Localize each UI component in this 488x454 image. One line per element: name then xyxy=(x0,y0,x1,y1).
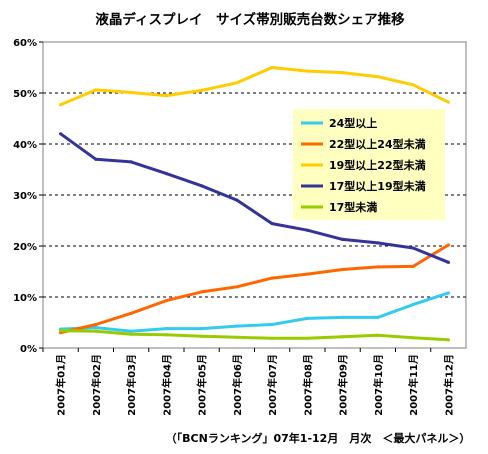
y-tick-label: 20% xyxy=(13,242,37,253)
series-line xyxy=(60,291,449,333)
data-point xyxy=(200,290,204,294)
x-tick-label: 2007年09月 xyxy=(337,354,350,416)
data-point xyxy=(341,237,345,241)
data-point xyxy=(341,267,345,272)
x-tick-label: 2007年02月 xyxy=(90,354,103,416)
y-tick-label: 50% xyxy=(13,89,37,100)
x-tick-label: 2007年01月 xyxy=(55,354,68,416)
data-point xyxy=(200,88,204,93)
chart-footer: （「BCNランキング」07年1-12月 月次 ＜最大パネル＞） xyxy=(166,431,471,445)
data-point xyxy=(411,303,415,307)
data-point xyxy=(341,71,345,75)
series-line xyxy=(60,243,450,335)
data-point xyxy=(270,221,274,226)
data-point xyxy=(59,329,63,333)
legend-label: 17型未満 xyxy=(329,200,377,214)
data-point xyxy=(129,160,133,164)
data-point xyxy=(305,316,309,321)
x-tick-label: 2007年07月 xyxy=(266,354,279,416)
x-tick-label: 2007年04月 xyxy=(160,354,173,416)
data-point xyxy=(59,132,63,136)
grid-lines xyxy=(43,92,466,298)
data-point xyxy=(411,264,415,268)
data-point xyxy=(129,90,133,95)
y-tick-label: 30% xyxy=(13,191,37,202)
data-point xyxy=(200,327,204,331)
data-point xyxy=(59,103,63,107)
data-point xyxy=(376,333,380,337)
y-axis-ticks: 0% 10% 20% 30% 40% 50% 60% xyxy=(13,38,43,355)
data-point xyxy=(235,81,239,85)
data-point xyxy=(164,327,168,331)
data-point xyxy=(411,246,415,250)
data-point xyxy=(341,335,345,339)
data-point xyxy=(235,198,239,202)
x-axis-ticks: 2007年01月 2007年02月 2007年03月 2007年04月 2007年05月… xyxy=(42,348,455,416)
x-tick-label: 2007年03月 xyxy=(125,354,138,416)
y-tick-label: 0% xyxy=(20,344,37,355)
legend: 24型以上 22型以上24型未満 19型以上22型未満 17型以上19型未満 17型未満 xyxy=(293,109,445,220)
data-point xyxy=(94,326,98,330)
x-tick-label: 2007年11月 xyxy=(407,354,420,416)
data-point xyxy=(446,291,450,295)
data-point xyxy=(270,336,274,340)
data-point xyxy=(446,100,450,104)
data-point xyxy=(94,157,98,161)
data-point xyxy=(305,272,309,276)
data-point xyxy=(411,336,415,340)
y-tick-label: 40% xyxy=(13,140,37,151)
data-point xyxy=(446,243,450,247)
data-point xyxy=(94,329,98,333)
y-tick-label: 10% xyxy=(13,293,37,304)
data-point xyxy=(305,336,309,340)
data-point xyxy=(446,260,450,264)
data-point xyxy=(411,83,415,87)
data-point xyxy=(94,322,98,327)
data-point xyxy=(376,265,380,269)
x-tick-label: 2007年08月 xyxy=(301,354,314,416)
data-point xyxy=(129,311,133,315)
y-tick-label: 60% xyxy=(13,38,37,49)
data-point xyxy=(235,335,239,339)
data-point xyxy=(305,228,309,232)
series-line xyxy=(60,329,449,342)
x-tick-label: 2007年06月 xyxy=(231,354,244,416)
data-point xyxy=(235,285,239,289)
data-point xyxy=(270,276,274,280)
data-point xyxy=(341,315,345,319)
data-point xyxy=(376,75,380,79)
data-point xyxy=(376,241,380,245)
data-point xyxy=(129,332,133,336)
series-line xyxy=(60,66,450,107)
data-point xyxy=(305,69,309,73)
data-point xyxy=(164,171,168,176)
legend-label: 17型以上19型未満 xyxy=(329,179,426,193)
legend-label: 22型以上24型未満 xyxy=(329,137,426,151)
data-point xyxy=(164,333,168,337)
series-lines xyxy=(59,65,450,342)
x-tick-label: 2007年05月 xyxy=(196,354,209,416)
legend-label: 24型以上 xyxy=(329,116,377,130)
data-point xyxy=(376,315,380,319)
data-point xyxy=(270,65,274,70)
data-point xyxy=(446,338,450,342)
data-point xyxy=(200,184,204,188)
data-point xyxy=(164,93,168,98)
series-line xyxy=(59,132,449,264)
data-point xyxy=(94,88,98,92)
data-point xyxy=(270,322,274,327)
data-point xyxy=(200,334,204,338)
chart-title: 液晶ディスプレイ サイズ帯別販売台数シェア推移 xyxy=(95,11,405,28)
data-point xyxy=(164,298,168,303)
x-tick-label: 2007年12月 xyxy=(442,354,455,416)
legend-label: 19型以上22型未満 xyxy=(329,158,426,172)
x-tick-label: 2007年10月 xyxy=(372,354,385,416)
data-point xyxy=(235,324,239,328)
data-point xyxy=(129,329,133,333)
